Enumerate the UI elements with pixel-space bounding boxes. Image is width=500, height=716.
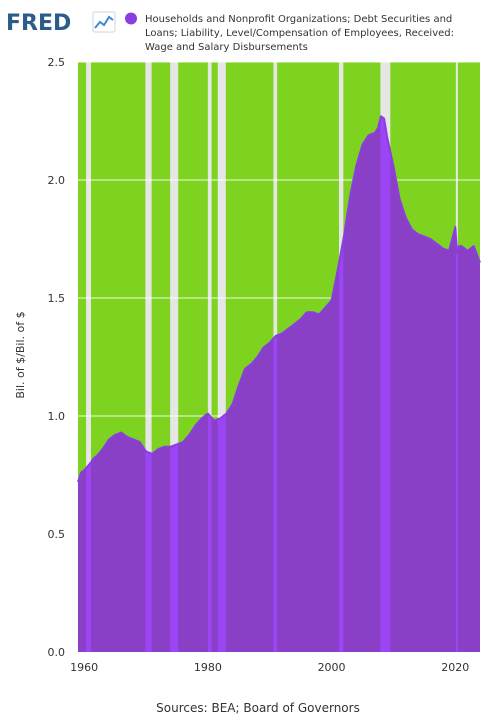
legend-line-3: Wage and Salary Disbursements: [145, 42, 308, 53]
recession-band: [207, 62, 212, 652]
x-axis-ticks: 1960 1980 2000 2020: [70, 661, 469, 674]
y-tick-label: 0.5: [48, 528, 66, 541]
y-axis-label: Bil. of $/Bil. of $: [14, 311, 27, 398]
fred-logo-chart-icon: [94, 15, 114, 29]
plot-area: [77, 61, 481, 653]
x-tick-label: 2020: [441, 661, 469, 674]
source-note: Sources: BEA; Board of Governors: [156, 701, 360, 715]
y-tick-label: 1.0: [48, 410, 66, 423]
x-tick-label: 2000: [318, 661, 346, 674]
fred-logo[interactable]: FRED FRED: [6, 11, 116, 36]
legend-line-2: Loans; Liability, Level/Compensation of …: [145, 28, 454, 39]
legend-line-1: Households and Nonprofit Organizations; …: [145, 14, 452, 25]
recession-band: [145, 62, 152, 652]
y-tick-label: 2.0: [48, 174, 66, 187]
y-tick-label: 2.5: [48, 56, 66, 69]
fred-logo-text: FRED: [6, 11, 71, 36]
x-tick-label: 1960: [70, 661, 98, 674]
legend: Households and Nonprofit Organizations; …: [125, 12, 454, 53]
recession-band: [170, 62, 179, 652]
recession-band: [86, 62, 91, 652]
series-line: [77, 115, 481, 483]
fred-logo-text-shadow: FRED: [6, 11, 71, 36]
series-area: [78, 116, 480, 653]
y-tick-label: 1.5: [48, 292, 66, 305]
legend-marker: [125, 12, 137, 25]
y-axis-ticks: 0.0 0.5 1.0 1.5 2.0 2.5: [48, 56, 66, 659]
y-tick-label: 0.0: [48, 646, 66, 659]
recession-band: [217, 62, 226, 652]
x-tick-label: 1980: [194, 661, 222, 674]
fred-logo-icon-box: [92, 11, 116, 33]
